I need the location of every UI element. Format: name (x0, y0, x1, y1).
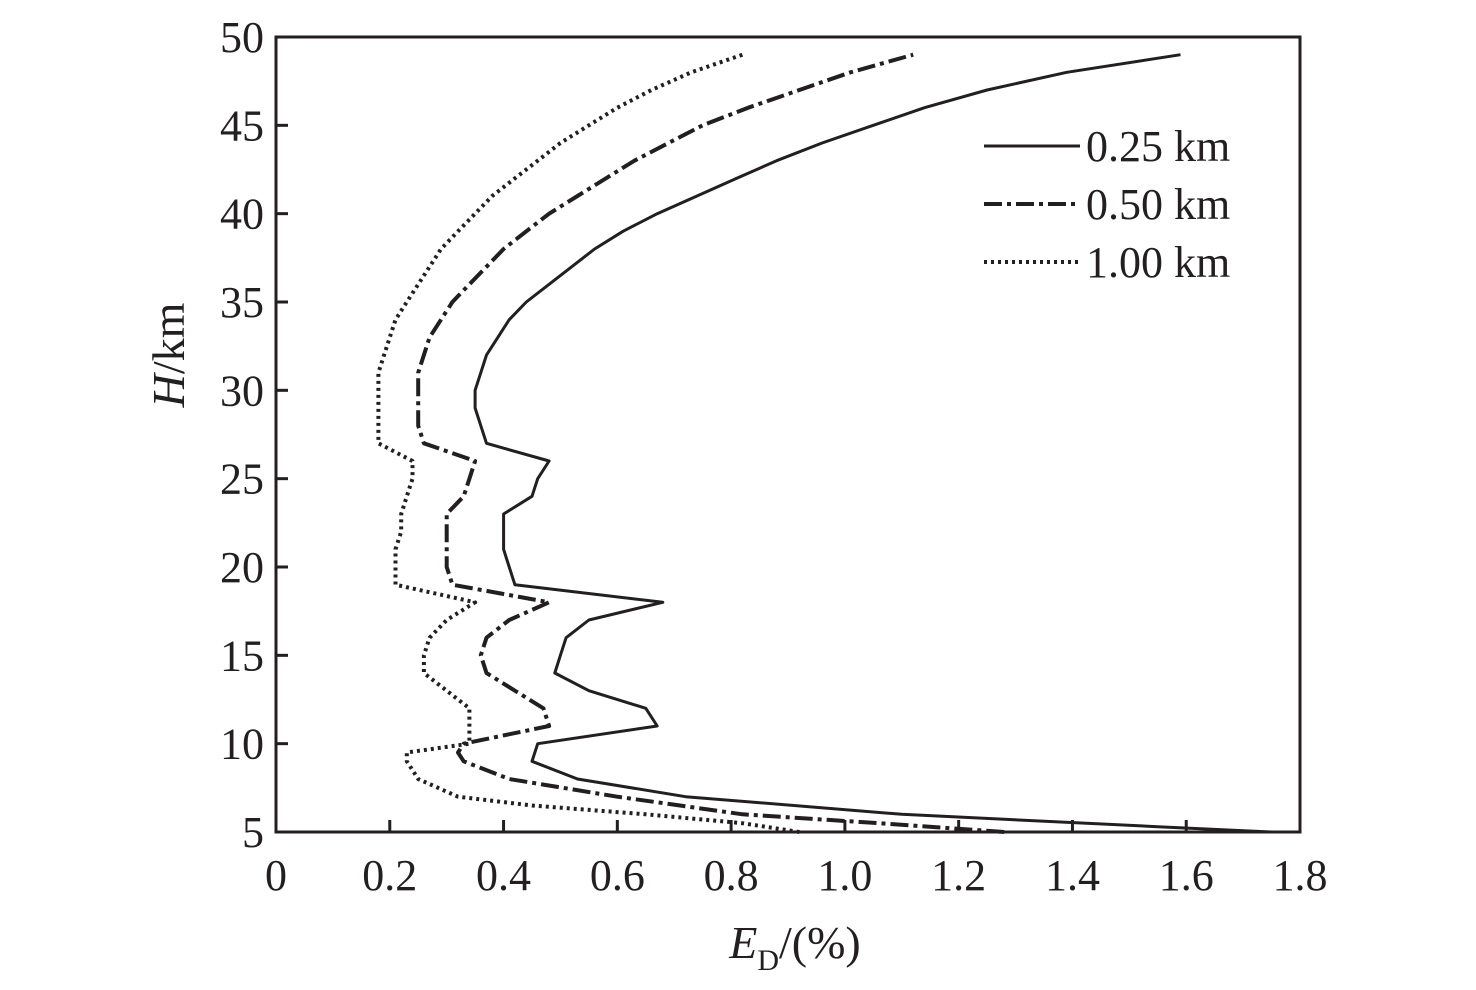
legend-label: 0.25 km (1086, 122, 1230, 171)
x-tick-label: 1.0 (817, 851, 872, 900)
x-tick-label: 0 (265, 851, 287, 900)
x-tick-label: 0.8 (704, 851, 759, 900)
legend: 0.25 km 0.50 km 1.00 km (984, 122, 1230, 287)
y-tick-label: 20 (220, 543, 264, 592)
series-line-1 (473, 53, 1272, 834)
y-tick-label: 15 (220, 631, 264, 680)
y-axis-title: H/km (143, 302, 194, 408)
series-layer (376, 52, 1272, 834)
x-tick-label: 1.2 (931, 851, 986, 900)
x-axis-title: ED/(%) (728, 917, 861, 977)
x-tick-label: 1.6 (1159, 851, 1214, 900)
y-tick-label: 50 (220, 13, 264, 62)
legend-label: 1.00 km (1086, 238, 1230, 287)
y-tick-label: 40 (220, 190, 264, 239)
y-tick-label: 25 (220, 455, 264, 504)
axis-ticks: 0 0.2 0.4 0.6 0.8 1.0 1.2 1.4 1.6 1.8 5 10 15 20 25 30 3… (220, 13, 1328, 900)
y-tick-label: 45 (220, 101, 264, 150)
series-line-3 (376, 52, 800, 834)
y-tick-label: 10 (220, 720, 264, 769)
x-tick-label: 0.6 (590, 851, 645, 900)
y-tick-label: 35 (220, 278, 264, 327)
y-tick-label: 5 (242, 808, 264, 857)
x-tick-label: 1.4 (1045, 851, 1100, 900)
legend-label: 0.50 km (1086, 180, 1230, 229)
x-tick-label: 0.2 (362, 851, 417, 900)
x-tick-label: 1.8 (1273, 851, 1328, 900)
x-tick-label: 0.4 (476, 851, 531, 900)
series-line-2 (416, 52, 1005, 834)
y-tick-label: 30 (220, 366, 264, 415)
plot-frame (274, 35, 1302, 834)
